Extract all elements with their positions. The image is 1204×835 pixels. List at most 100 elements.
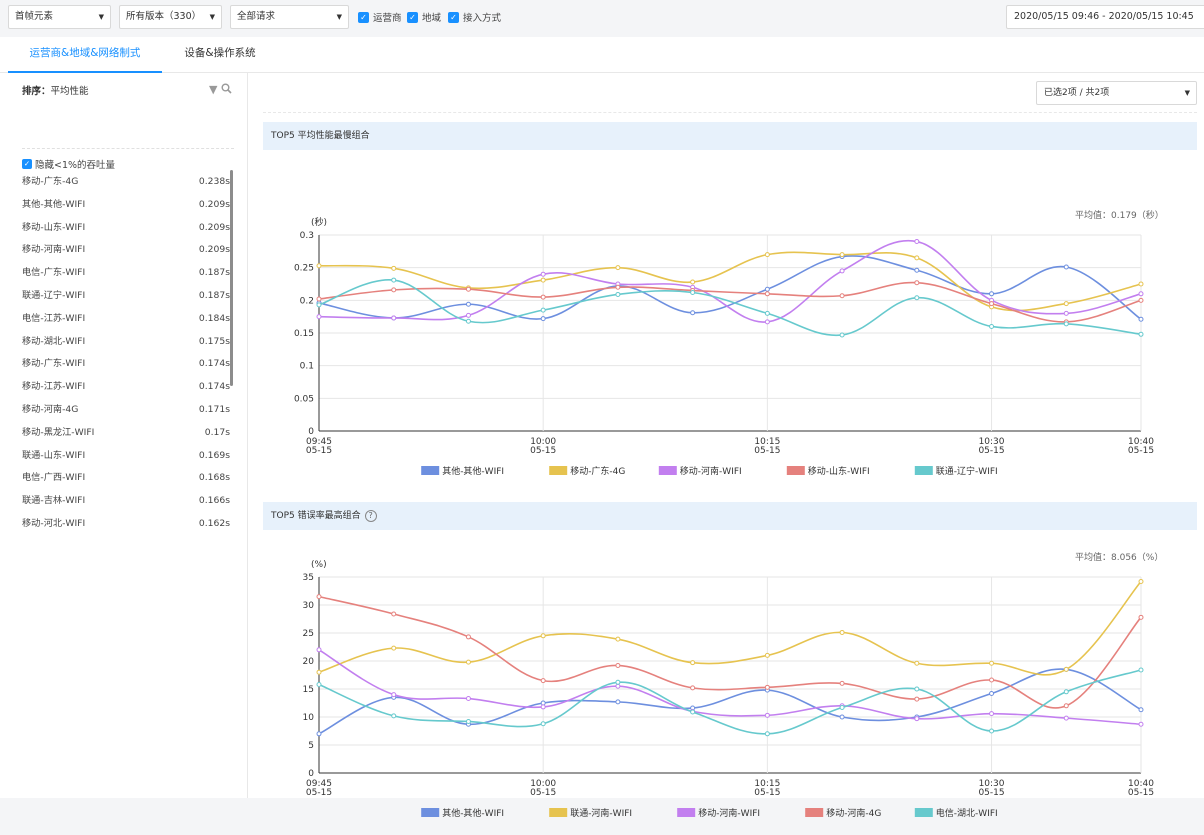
request-select[interactable]: 全部请求 ▼ [230, 5, 349, 29]
y-tick-label: 15 [303, 685, 314, 695]
ranking-item[interactable]: 移动-广东-4G 0.238s [22, 174, 230, 197]
sort-value[interactable]: 平均性能 [50, 86, 89, 97]
chart2-title: TOP5 错误率最高组合 [271, 511, 361, 521]
element-select[interactable]: 首帧元素 ▼ [8, 5, 111, 29]
x-tick-label: 09:45 [306, 779, 332, 789]
y-tick-label: 0 [308, 769, 314, 779]
data-point [914, 660, 920, 666]
tab-carrier-region-network[interactable]: 运营商&地域&网络制式 [8, 37, 162, 73]
ranking-item[interactable]: 移动-河北-WIFI 0.162s [22, 516, 230, 539]
legend-item: 移动-河南-WIFI [680, 465, 742, 477]
ranking-item[interactable]: 移动-河南-WIFI 0.209s [22, 242, 230, 265]
series-line [318, 281, 1142, 323]
version-select-value: 所有版本（330） [126, 11, 202, 22]
data-point [540, 678, 546, 684]
filter-icon[interactable]: ▼ [209, 83, 218, 96]
ranking-item-value: 0.17s [204, 426, 230, 438]
data-point [615, 291, 621, 297]
legend-item: 移动-河南-WIFI [698, 807, 760, 819]
date-range-picker[interactable]: 2020/05/15 09:46 - 2020/05/15 10:45 [1006, 5, 1204, 29]
x-tick-label: 10:00 [530, 437, 556, 447]
data-point [1138, 297, 1144, 303]
data-point [1063, 310, 1069, 316]
divider [263, 112, 1197, 113]
data-point [764, 286, 770, 292]
y-tick-label: 0.25 [294, 264, 314, 274]
data-point [989, 728, 995, 734]
sort-label: 排序： [22, 86, 51, 97]
ranking-item[interactable]: 移动-江苏-WIFI 0.174s [22, 379, 230, 402]
data-point [316, 263, 322, 269]
chart1-svg: (秒)00.050.10.150.20.250.309:4505-1510:00… [294, 216, 1154, 477]
ranking-item[interactable]: 移动-河南-4G 0.171s [22, 402, 230, 425]
legend-swatch [677, 808, 696, 817]
y-tick-label: 25 [303, 629, 314, 639]
chevron-down-icon: ▼ [336, 13, 342, 21]
checkbox-carrier[interactable]: ✓ 运营商 [358, 9, 402, 25]
scrollbar[interactable] [230, 170, 233, 386]
data-point [914, 267, 920, 273]
y-tick-label: 0.05 [294, 394, 314, 404]
checkbox-region[interactable]: ✓ 地域 [407, 9, 441, 25]
ranking-item[interactable]: 电信-广西-WIFI 0.168s [22, 470, 230, 493]
data-point [540, 700, 546, 706]
data-point [989, 711, 995, 717]
ranking-item[interactable]: 移动-黑龙江-WIFI 0.17s [22, 425, 230, 448]
x-tick-label: 05-15 [530, 788, 556, 798]
ranking-item[interactable]: 电信-广东-WIFI 0.187s [22, 265, 230, 288]
ranking-item[interactable]: 联通-山东-WIFI 0.169s [22, 448, 230, 471]
ranking-item[interactable]: 联通-辽宁-WIFI 0.187s [22, 288, 230, 311]
y-tick-label: 35 [303, 573, 314, 583]
version-select[interactable]: 所有版本（330） ▼ [119, 5, 222, 29]
data-point [316, 594, 322, 600]
data-point [1138, 614, 1144, 620]
ranking-item-value: 0.209s [198, 198, 230, 210]
search-icon[interactable] [221, 83, 232, 96]
data-point [1063, 715, 1069, 721]
x-tick-label: 09:45 [306, 437, 332, 447]
legend-swatch [421, 808, 440, 817]
data-point [690, 279, 696, 285]
ranking-item[interactable]: 移动-湖北-WIFI 0.175s [22, 334, 230, 357]
data-point [690, 685, 696, 691]
data-point [839, 332, 845, 338]
data-point [1063, 666, 1069, 672]
y-axis-label: (%) [311, 560, 327, 570]
hide-low-throughput-checkbox[interactable]: ✓ 隐藏<1%的吞吐量 [22, 157, 115, 171]
checkbox-access[interactable]: ✓ 接入方式 [448, 9, 501, 25]
ranking-item-name: 移动-河北-WIFI [22, 517, 86, 529]
data-point [914, 295, 920, 301]
ranking-item-name: 移动-黑龙江-WIFI [22, 426, 95, 438]
legend-item: 联通-河南-WIFI [570, 807, 632, 819]
x-tick-label: 10:00 [530, 779, 556, 789]
data-point [839, 252, 845, 258]
data-point [764, 319, 770, 325]
ranking-item[interactable]: 其他-其他-WIFI 0.209s [22, 197, 230, 220]
series-selector-value: 已选2项 / 共2项 [1044, 88, 1110, 98]
checkbox-access-label: 接入方式 [463, 13, 502, 24]
ranking-item[interactable]: 联通-吉林-WIFI 0.166s [22, 493, 230, 516]
tab-device-os[interactable]: 设备&操作系统 [184, 47, 256, 59]
ranking-list: 移动-广东-4G 0.238s 其他-其他-WIFI 0.209s 移动-山东-WIFI… [22, 174, 230, 539]
y-tick-label: 30 [303, 601, 315, 611]
ranking-item-value: 0.209s [198, 221, 230, 233]
ranking-item[interactable]: 移动-山东-WIFI 0.209s [22, 220, 230, 243]
legend-swatch [658, 466, 677, 475]
x-tick-label: 10:30 [979, 437, 1005, 447]
series-selector[interactable]: 已选2项 / 共2项 ▼ [1036, 81, 1197, 105]
x-tick-label: 10:15 [754, 437, 780, 447]
ranking-item-name: 移动-广东-4G [22, 176, 79, 187]
chart1-header: TOP5 平均性能最慢组合 [263, 122, 1197, 150]
ranking-item[interactable]: 电信-江苏-WIFI 0.184s [22, 311, 230, 334]
data-point [391, 611, 397, 617]
data-point [1138, 578, 1144, 584]
data-point [1063, 321, 1069, 327]
ranking-item-name: 移动-河南-4G [22, 403, 79, 415]
data-point [839, 714, 845, 720]
legend-swatch [805, 808, 824, 817]
chevron-down-icon: ▼ [98, 13, 104, 21]
help-icon[interactable]: ? [364, 509, 377, 522]
data-point [839, 629, 845, 635]
element-select-value: 首帧元素 [15, 11, 54, 22]
ranking-item[interactable]: 移动-广东-WIFI 0.174s [22, 356, 230, 379]
